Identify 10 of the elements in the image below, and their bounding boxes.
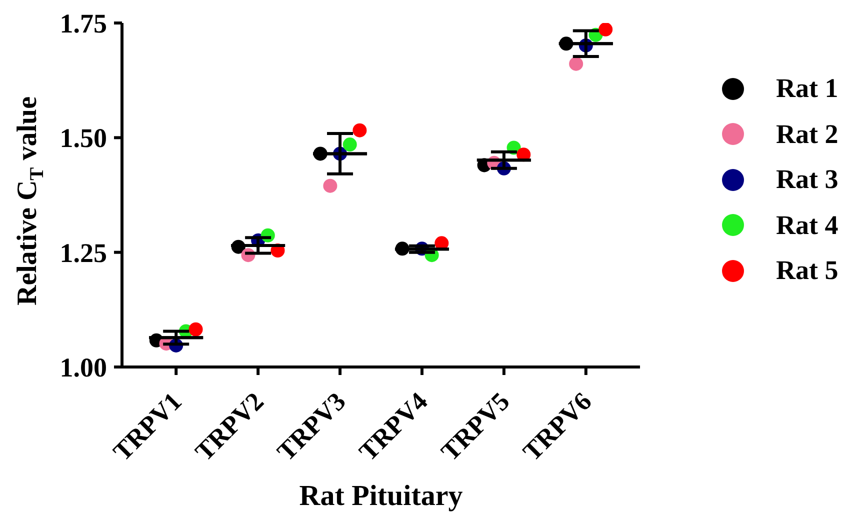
y-tick-label: 1.50 <box>60 123 107 154</box>
x-axis-title: Rat Pituitary <box>299 480 464 512</box>
y-tick-label: 1.25 <box>60 238 107 268</box>
y-tick-label: 1.75 <box>60 8 107 38</box>
legend-label: Rat 4 <box>776 210 838 240</box>
legend-label: Rat 2 <box>776 118 838 149</box>
legend-label: Rat 5 <box>776 255 838 286</box>
legend-label: Rat 3 <box>776 164 838 194</box>
y-tick-label: 1.00 <box>60 352 107 382</box>
legend-label: Rat 1 <box>776 73 838 104</box>
